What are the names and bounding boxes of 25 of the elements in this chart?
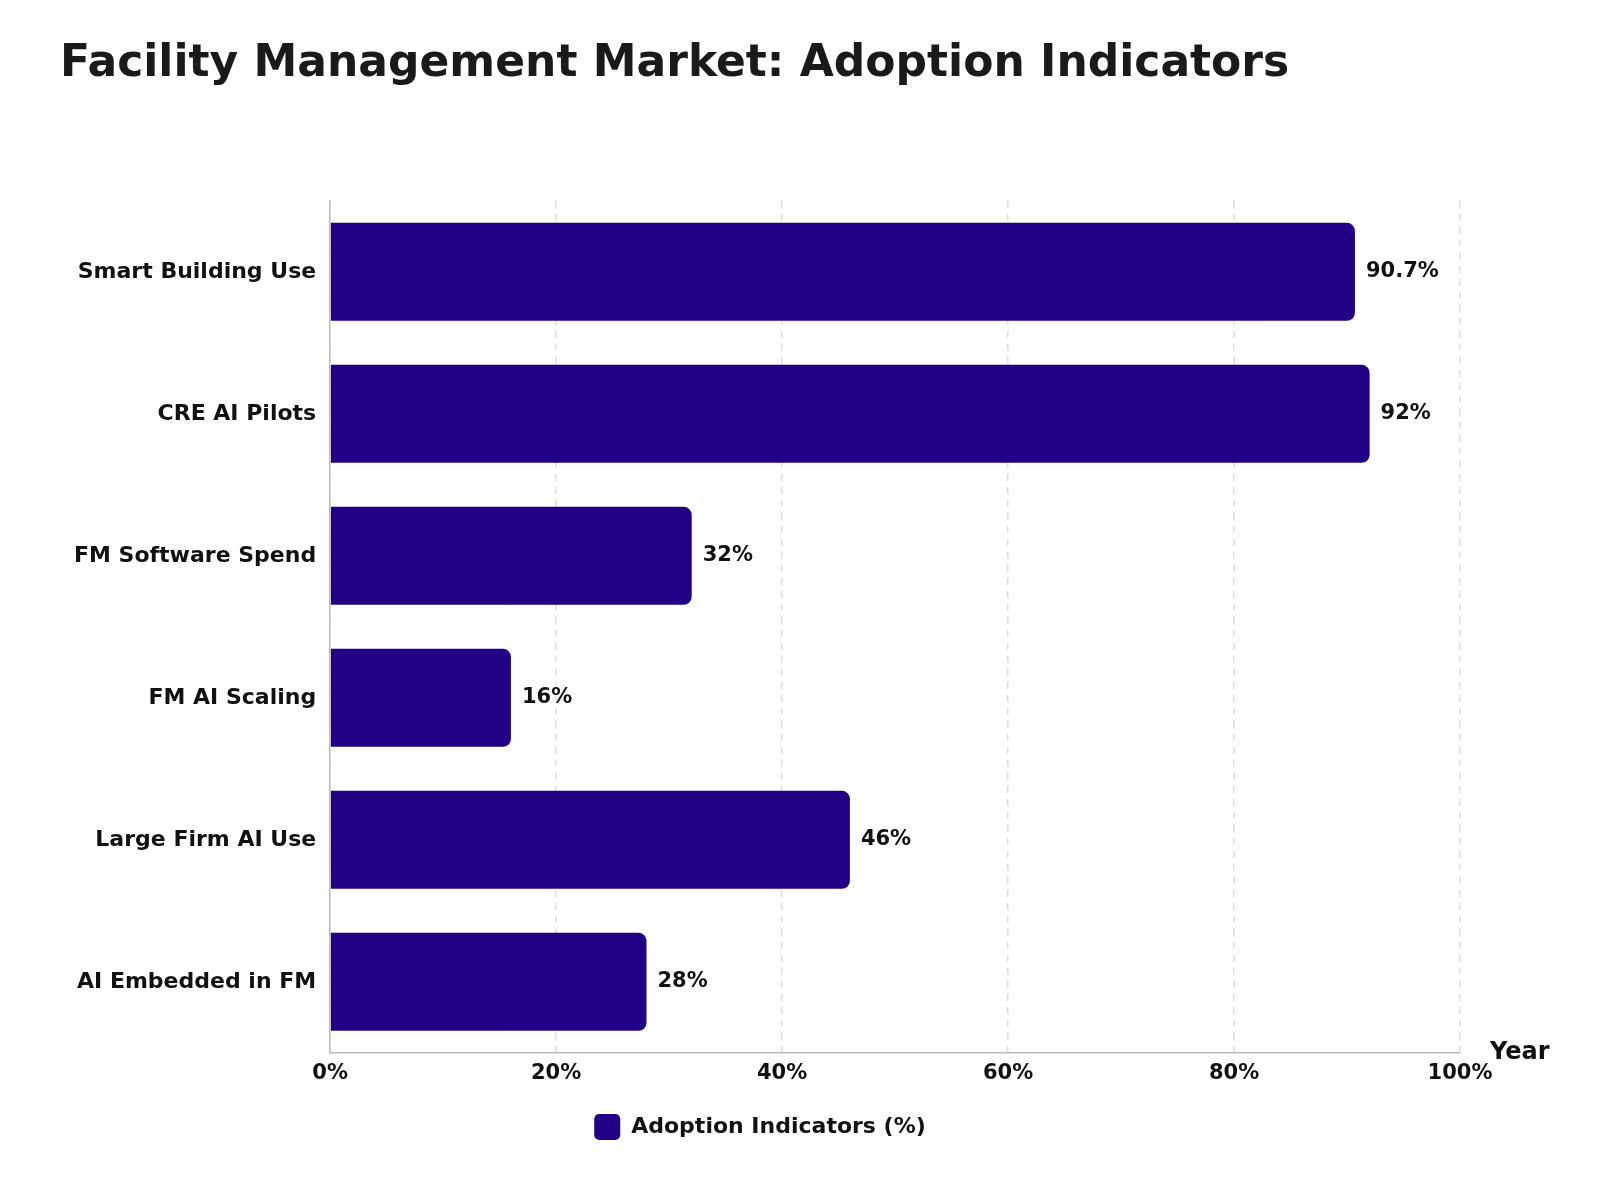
y-tick-label: CRE AI Pilots bbox=[157, 399, 317, 425]
data-label: 32% bbox=[702, 542, 753, 567]
bar bbox=[330, 364, 1370, 463]
bar bbox=[330, 648, 511, 747]
bar bbox=[330, 506, 692, 605]
bar bbox=[330, 790, 850, 889]
data-label: 16% bbox=[521, 684, 573, 709]
x-tick-label: 20% bbox=[530, 1059, 582, 1084]
data-label: 28% bbox=[657, 968, 708, 993]
chart-title: Facility Management Market: Adoption Indicators bbox=[60, 34, 1290, 86]
data-label: 46% bbox=[860, 826, 912, 851]
y-tick-label: FM Software Spend bbox=[73, 541, 317, 567]
y-tick-label: FM AI Scaling bbox=[148, 683, 317, 709]
data-label: 92% bbox=[1380, 400, 1431, 425]
y-tick-label: Smart Building Use bbox=[77, 257, 317, 283]
data-label: 90.7% bbox=[1365, 258, 1439, 283]
x-tick-label: 0% bbox=[312, 1059, 348, 1084]
bar bbox=[330, 222, 1355, 321]
y-tick-label: AI Embedded in FM bbox=[77, 967, 317, 993]
legend-label: Adoption Indicators (%) bbox=[631, 1112, 926, 1138]
x-tick-label: 40% bbox=[756, 1059, 808, 1084]
x-tick-label: 80% bbox=[1208, 1059, 1260, 1084]
x-tick-label: 60% bbox=[982, 1059, 1034, 1084]
y-tick-label: Large Firm AI Use bbox=[95, 825, 317, 851]
bar bbox=[330, 932, 647, 1031]
